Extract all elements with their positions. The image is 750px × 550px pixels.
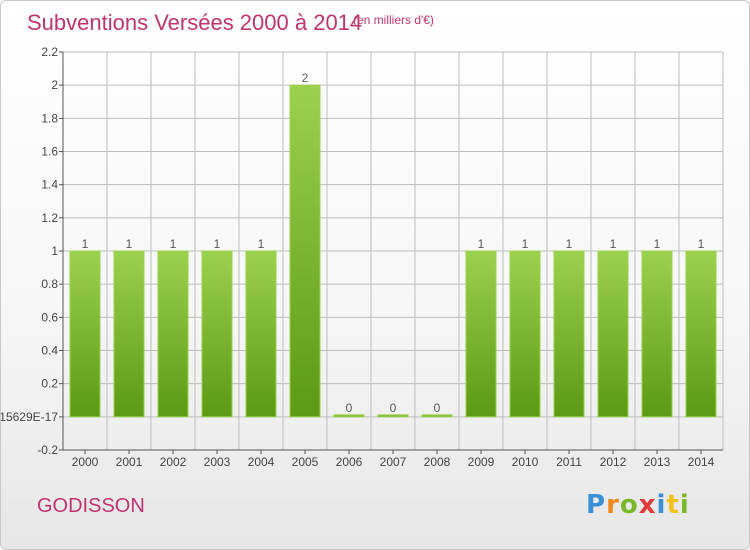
- y-tick-label: 1: [51, 244, 58, 258]
- data-label-2008: 0: [434, 401, 441, 415]
- data-label-2013: 1: [654, 237, 661, 251]
- bar-2011: [553, 250, 585, 418]
- x-tick-label-2006: 2006: [336, 455, 363, 469]
- data-label-2005: 2: [302, 71, 309, 85]
- y-tick-label: 0.6: [41, 310, 58, 324]
- x-tick-label-2005: 2005: [292, 455, 319, 469]
- logo-letter: r: [606, 490, 620, 520]
- proxiti-logo: Proxiti: [586, 490, 690, 520]
- x-tick-label-2002: 2002: [160, 455, 187, 469]
- bar-2008: [421, 414, 453, 418]
- logo-letter: i: [679, 490, 690, 520]
- bar-2000: [69, 250, 101, 418]
- x-tick-label-2012: 2012: [600, 455, 627, 469]
- bars: [69, 84, 717, 418]
- bar-2001: [113, 250, 145, 418]
- y-tick-label: 1.2: [41, 211, 58, 225]
- logo-letter: P: [586, 490, 607, 520]
- data-label-2000: 1: [82, 237, 89, 251]
- x-tick-label-2007: 2007: [380, 455, 407, 469]
- bar-2004: [245, 250, 277, 418]
- y-tick-label: 0.4: [41, 344, 58, 358]
- x-tick-label-2008: 2008: [424, 455, 451, 469]
- data-label-2002: 1: [170, 237, 177, 251]
- data-labels: 1 1 1 1 1 2 0 0 0 1 1 1 1 1 1: [82, 71, 705, 415]
- data-label-2011: 1: [566, 237, 573, 251]
- data-label-2006: 0: [346, 401, 353, 415]
- bar-2012: [597, 250, 629, 418]
- data-label-2007: 0: [390, 401, 397, 415]
- bar-2002: [157, 250, 189, 418]
- x-tick-label-2014: 2014: [688, 455, 715, 469]
- commune-name: GODISSON: [37, 495, 145, 517]
- y-tick-label: 2.2: [41, 45, 58, 59]
- y-tick-label: 0.8: [41, 277, 58, 291]
- x-tick-label-2010: 2010: [512, 455, 539, 469]
- x-tick-label-2004: 2004: [248, 455, 275, 469]
- y-tick-labels: -0.2 -15629E-17 0.2 0.4 0.6 0.8 1 1.2 1.4 1.6 1.8 2…: [1, 45, 58, 457]
- y-tick-label: 1.6: [41, 145, 58, 159]
- bar-2014: [685, 250, 717, 418]
- bar-2005: [289, 84, 321, 418]
- y-tick-label: -15629E-17: [1, 410, 58, 424]
- y-tick-label: 1.8: [41, 111, 58, 125]
- chart-subtitle: (en milliers d'€): [353, 13, 434, 27]
- x-tick-labels: 2000 2001 2002 2003 2004 2005 2006 2007 2008 2009…: [72, 455, 715, 469]
- y-tick-label: 2: [51, 78, 58, 92]
- bar-2003: [201, 250, 233, 418]
- x-tick-label-2000: 2000: [72, 455, 99, 469]
- data-label-2003: 1: [214, 237, 221, 251]
- data-label-2010: 1: [522, 237, 529, 251]
- logo-letter: o: [619, 490, 639, 520]
- bar-2013: [641, 250, 673, 418]
- data-label-2014: 1: [698, 237, 705, 251]
- x-tick-label-2003: 2003: [204, 455, 231, 469]
- x-tick-label-2001: 2001: [116, 455, 143, 469]
- x-tick-label-2011: 2011: [556, 455, 582, 469]
- data-label-2009: 1: [478, 237, 485, 251]
- logo-letter: x: [638, 490, 657, 520]
- y-tick-label: 0.2: [41, 377, 58, 391]
- logo-letter: t: [666, 490, 680, 520]
- data-label-2004: 1: [258, 237, 265, 251]
- chart-title: Subventions Versées 2000 à 2014: [27, 10, 363, 35]
- x-tick-label-2013: 2013: [644, 455, 671, 469]
- data-label-2012: 1: [610, 237, 617, 251]
- bar-2009: [465, 250, 497, 418]
- data-label-2001: 1: [126, 237, 133, 251]
- x-tick-label-2009: 2009: [468, 455, 495, 469]
- axes: [59, 51, 723, 454]
- y-tick-label: 1.4: [41, 178, 58, 192]
- bar-2006: [333, 414, 365, 418]
- bar-2010: [509, 250, 541, 418]
- y-tick-label: -0.2: [37, 443, 58, 457]
- logo-letter: i: [656, 490, 667, 520]
- bar-2007: [377, 414, 409, 418]
